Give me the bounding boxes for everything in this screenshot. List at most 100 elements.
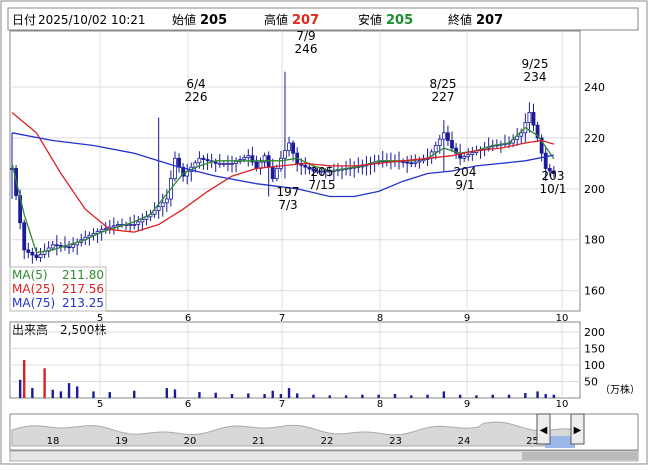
price-x-tick-label: 7	[279, 313, 285, 324]
volume-bar	[458, 394, 462, 398]
annotation-top: 204	[454, 165, 477, 179]
ma-legend: MA(5) 211.80 MA(25) 217.56 MA(75) 213.25	[9, 266, 107, 312]
price-y-tick-label: 180	[584, 234, 605, 247]
volume-y-tick-label: 50	[584, 375, 598, 388]
volume-y-axis: 50 100 150 200	[584, 326, 605, 389]
candle-body	[177, 157, 181, 168]
price-plot-area	[9, 30, 581, 312]
legend-box	[9, 266, 107, 312]
candle-body	[519, 132, 524, 137]
candle-body	[287, 142, 291, 152]
candle-body	[278, 157, 283, 169]
volume-bar	[59, 391, 63, 398]
candle-body	[462, 155, 467, 159]
volume-bar	[198, 392, 201, 398]
candle-body	[226, 162, 230, 165]
volume-bar	[393, 394, 397, 398]
volume-y-tick-label: 100	[584, 359, 605, 372]
annotation-bottom: 10/1	[540, 182, 567, 196]
price-x-tick-label: 5	[97, 313, 103, 324]
price-x-tick-label: 9	[464, 313, 470, 324]
candle-body	[116, 224, 120, 227]
volume-bar	[133, 390, 136, 398]
navigator-right-handle[interactable]: ▶	[570, 413, 585, 445]
candle-body	[217, 162, 222, 165]
annotation-top: 205	[311, 165, 334, 179]
candle-body	[246, 155, 251, 159]
volume-x-tick-label: 8	[377, 399, 383, 410]
candle-body	[128, 224, 133, 226]
candle-body	[405, 161, 410, 164]
candle-body	[543, 152, 548, 169]
volume-bar	[536, 391, 539, 398]
right-arrow-icon[interactable]: ▶	[574, 425, 582, 436]
volume-bar	[410, 395, 413, 398]
price-y-tick-label: 220	[584, 132, 605, 145]
candle-body	[156, 206, 161, 211]
navigator-label: 24	[458, 436, 471, 447]
navigator-label: 20	[184, 436, 197, 447]
volume-bar	[295, 393, 299, 398]
candle-body	[307, 166, 312, 170]
volume-x-tick-label: 5	[97, 399, 103, 410]
legend-ma5-label: MA(5)	[12, 268, 48, 282]
volume-bar	[67, 383, 71, 398]
navigator-selected-range[interactable]	[545, 436, 575, 448]
candle-body	[181, 166, 186, 177]
candle-body	[58, 245, 63, 247]
volume-bar	[491, 394, 494, 398]
candle-body	[201, 157, 206, 160]
navigator-label: 19	[115, 436, 128, 447]
open-label: 始値	[172, 12, 196, 27]
legend-ma25-label: MA(25)	[12, 282, 55, 296]
navigator-label: 23	[389, 436, 402, 447]
close-label: 終値	[448, 12, 472, 27]
volume-x-tick-label: 7	[279, 399, 285, 410]
volume-y-tick-label: 200	[584, 326, 605, 339]
range-navigator[interactable]: 18 19 20 21 22 23 24 25 ◀ ▶	[9, 413, 639, 462]
volume-bar	[287, 388, 291, 398]
legend-ma25-value: 217.56	[62, 282, 104, 296]
navigator-label: 18	[47, 436, 60, 447]
navigator-left-handle[interactable]: ◀	[536, 413, 551, 445]
candle-body	[470, 152, 475, 155]
annotation-top: 8/25	[430, 77, 457, 91]
volume-chart: 出来高 2,500株 50 100 150 200 （万株）	[9, 321, 640, 399]
right-handle-box[interactable]	[570, 413, 585, 445]
volume-grid	[10, 322, 580, 398]
left-handle-box[interactable]	[536, 413, 551, 445]
volume-bar	[271, 390, 274, 398]
volume-y-tick-label: 150	[584, 342, 605, 355]
volume-bar	[344, 395, 348, 398]
candle-body	[303, 164, 308, 168]
price-x-tick-label: 6	[185, 313, 191, 324]
candle-body	[140, 218, 145, 223]
volume-bar	[524, 393, 527, 398]
navigator-scroll-thumb[interactable]	[522, 452, 638, 460]
close-value: 207	[476, 13, 503, 28]
candle-body	[254, 161, 259, 169]
candle-body	[250, 155, 255, 163]
candle-body	[160, 202, 165, 208]
price-x-tick-label: 8	[377, 313, 383, 324]
candle-body	[450, 140, 454, 149]
candle-body	[152, 210, 157, 215]
candle-body	[242, 157, 247, 160]
annotation-bottom: 234	[524, 70, 547, 84]
volume-bar	[75, 386, 79, 398]
candle-body	[409, 162, 414, 165]
candle-body	[34, 254, 39, 258]
ma-line-2	[11, 132, 555, 198]
left-arrow-icon[interactable]: ◀	[540, 425, 548, 436]
volume-plot-area	[9, 321, 581, 399]
candle-body	[319, 170, 324, 173]
candle-body	[30, 252, 35, 256]
candle-body	[437, 138, 442, 146]
candle-body	[111, 225, 116, 228]
volume-bar	[442, 391, 446, 398]
navigator-label: 21	[252, 436, 265, 447]
legend-ma75-value: 213.25	[62, 296, 104, 310]
price-candles	[10, 71, 556, 264]
candle-body	[315, 170, 320, 173]
price-x-tick-label: 10	[556, 313, 569, 324]
